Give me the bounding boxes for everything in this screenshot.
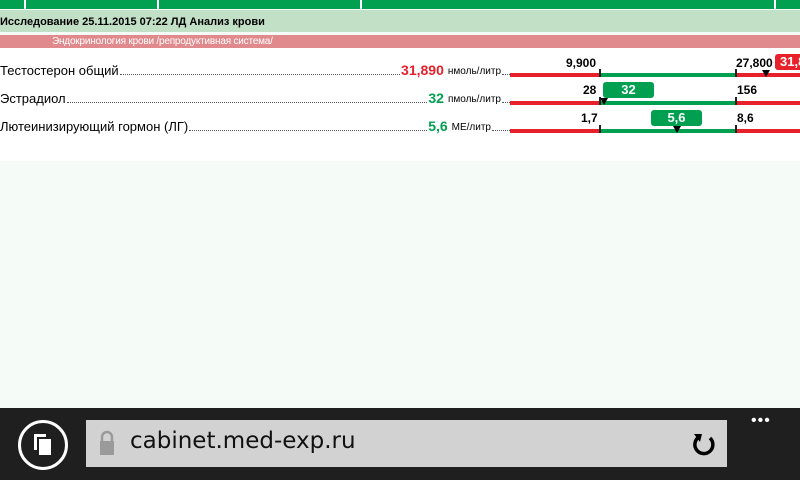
leader-dots xyxy=(502,74,510,75)
normal-range xyxy=(600,129,736,133)
test-unit: пмоль/литр xyxy=(447,94,501,105)
low-limit: 28 xyxy=(583,83,597,97)
test-unit: нмоль/литр xyxy=(447,66,501,77)
low-tick xyxy=(599,125,601,133)
result-row-lh: Лютеинизирующий гормон (ЛГ) 5,6 МЕ/литр xyxy=(0,118,510,134)
test-name: Лютеинизирующий гормон (ЛГ) xyxy=(0,119,189,134)
leader-dots xyxy=(66,102,428,103)
value-marker xyxy=(762,70,770,77)
result-row-estradiol: Эстрадиол 32 пмоль/литр xyxy=(0,90,510,106)
low-limit: 1,7 xyxy=(581,111,598,125)
lock-icon xyxy=(100,430,114,455)
high-limit: 156 xyxy=(737,83,758,97)
test-name: Тестостерон общий xyxy=(0,63,119,78)
test-value: 32 xyxy=(428,90,444,106)
range-bar xyxy=(510,73,800,77)
nav-separator xyxy=(774,0,776,9)
nav-separator xyxy=(157,0,159,9)
low-tick xyxy=(599,69,601,77)
high-limit: 27,800 xyxy=(736,56,773,70)
low-limit: 9,900 xyxy=(566,56,597,70)
test-value: 31,890 xyxy=(401,62,444,78)
value-badge: 32 xyxy=(603,82,654,98)
high-limit: 8,6 xyxy=(737,111,754,125)
high-tick xyxy=(735,125,737,133)
test-value: 5,6 xyxy=(428,118,448,134)
high-tick xyxy=(735,97,737,105)
address-bar[interactable] xyxy=(86,420,727,467)
more-menu-button[interactable]: ••• xyxy=(751,412,771,429)
test-unit: МЕ/литр xyxy=(451,122,491,133)
value-badge: 31,890 xyxy=(775,54,800,70)
tabs-button[interactable] xyxy=(18,420,68,470)
section-header: Эндокринология крови /репродуктивная сис… xyxy=(0,35,800,48)
value-marker xyxy=(673,126,681,133)
leader-dots xyxy=(119,74,401,75)
url-text[interactable]: cabinet.med-exp.ru xyxy=(130,428,356,454)
nav-separator xyxy=(24,0,26,9)
value-badge: 5,6 xyxy=(651,110,702,126)
leader-dots xyxy=(492,130,510,131)
range-bar xyxy=(510,129,800,133)
leader-dots xyxy=(189,130,428,131)
test-name: Эстрадиол xyxy=(0,91,66,106)
value-marker xyxy=(600,98,608,105)
study-title: Исследование 25.11.2015 07:22 ЛД Анализ … xyxy=(0,10,800,32)
normal-range xyxy=(600,73,736,77)
range-bar xyxy=(510,101,800,105)
normal-range xyxy=(600,101,736,105)
top-nav-bar xyxy=(0,0,800,9)
leader-dots xyxy=(502,102,510,103)
result-row-testosterone: Тестостерон общий 31,890 нмоль/литр xyxy=(0,62,510,78)
nav-separator xyxy=(360,0,362,9)
high-tick xyxy=(735,69,737,77)
tabs-icon xyxy=(32,432,53,457)
refresh-icon[interactable] xyxy=(691,431,717,457)
